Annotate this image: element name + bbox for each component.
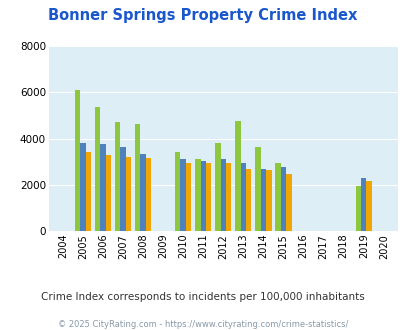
Bar [366, 181, 371, 231]
Text: Crime Index corresponds to incidents per 100,000 inhabitants: Crime Index corresponds to incidents per… [41, 292, 364, 302]
Bar [240, 163, 245, 231]
Bar [226, 163, 231, 231]
Bar [205, 163, 211, 231]
Bar [145, 158, 151, 231]
Bar [200, 160, 205, 231]
Bar [94, 108, 100, 231]
Bar [180, 159, 185, 231]
Text: Bonner Springs Property Crime Index: Bonner Springs Property Crime Index [48, 8, 357, 23]
Bar [120, 147, 126, 231]
Bar [115, 122, 120, 231]
Bar [105, 155, 111, 231]
Bar [245, 169, 251, 231]
Bar [275, 163, 280, 231]
Bar [85, 152, 91, 231]
Bar [80, 143, 85, 231]
Bar [255, 147, 260, 231]
Bar [286, 174, 291, 231]
Bar [355, 186, 360, 231]
Bar [360, 178, 366, 231]
Bar [75, 90, 80, 231]
Bar [140, 154, 145, 231]
Bar [266, 170, 271, 231]
Bar [195, 159, 200, 231]
Bar [100, 145, 105, 231]
Bar [126, 157, 131, 231]
Bar [134, 123, 140, 231]
Bar [260, 169, 266, 231]
Bar [234, 121, 240, 231]
Bar [280, 168, 286, 231]
Bar [185, 163, 191, 231]
Text: © 2025 CityRating.com - https://www.cityrating.com/crime-statistics/: © 2025 CityRating.com - https://www.city… [58, 320, 347, 329]
Bar [220, 159, 226, 231]
Bar [215, 143, 220, 231]
Bar [175, 152, 180, 231]
